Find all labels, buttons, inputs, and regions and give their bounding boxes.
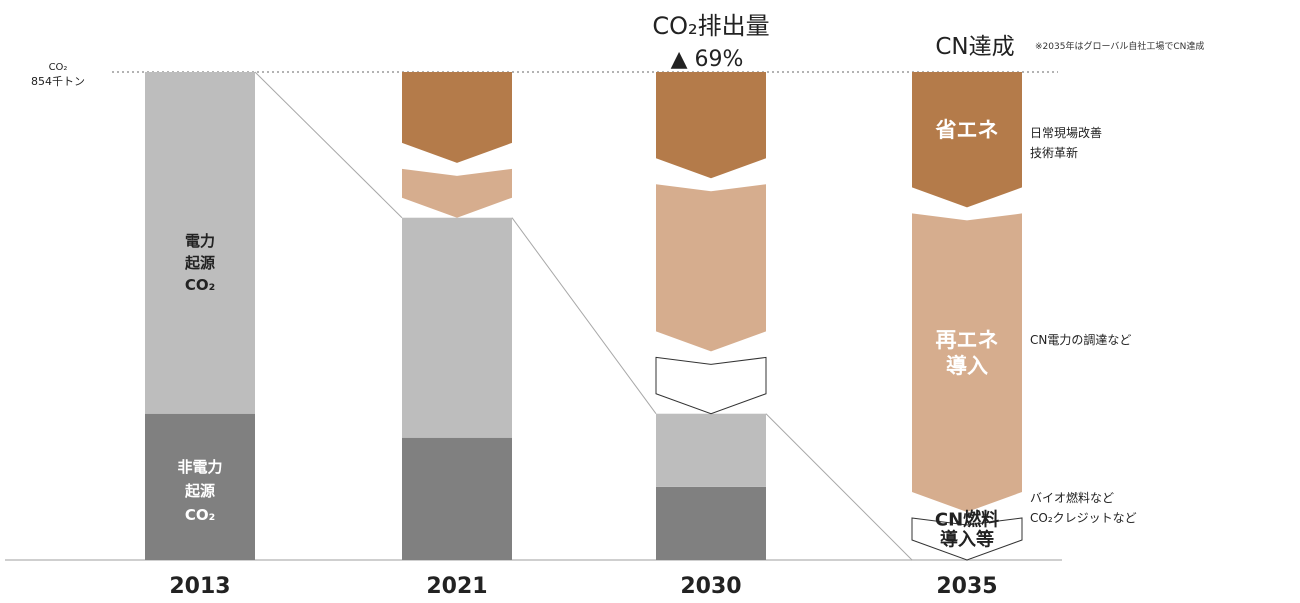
annotation-reduction-percent: ▲ 69% [671, 47, 744, 72]
reduction-cn_fuel-2030 [656, 357, 766, 413]
bar-label-electric-2: 起源 [184, 254, 215, 272]
x-tick-label-2035: 2035 [936, 574, 997, 599]
bar-label-electric-3: CO₂ [185, 276, 215, 294]
note-energy-saving-1: 日常現場改善 [1030, 125, 1102, 140]
bar-non-electric-2021 [402, 438, 512, 560]
baseline-label-co2: CO₂ [49, 62, 68, 73]
reduction-label-cn_fuel-1: CN燃料 [935, 508, 999, 530]
bar-label-non-electric-3: CO₂ [185, 506, 215, 524]
reduction-label-cn_fuel-2: 導入等 [940, 528, 994, 550]
bar-electric-2021 [402, 218, 512, 438]
reduction-label-renewable-1: 再エネ [936, 328, 999, 352]
x-tick-label-2021: 2021 [426, 574, 487, 599]
bar-label-electric-1: 電力 [185, 232, 215, 250]
bar-electric-2030 [656, 414, 766, 487]
reduction-energy_saving-2021 [402, 72, 512, 163]
note-renewable: CN電力の調達など [1030, 333, 1131, 347]
reduction-label-renewable-2: 導入 [946, 354, 988, 378]
bar-label-non-electric-2: 起源 [184, 482, 215, 500]
note-fuel-2: CO₂クレジットなど [1030, 511, 1137, 525]
annotation-cn-note: ※2035年はグローバル自社工場でCN達成 [1035, 40, 1204, 52]
x-tick-label-2030: 2030 [680, 574, 741, 599]
note-fuel-1: バイオ燃料など [1030, 490, 1114, 505]
baseline-label-value: 854千トン [31, 75, 85, 88]
reduction-renewable-2021 [402, 169, 512, 218]
trend-guide-line-1 [255, 72, 402, 218]
annotation-cn-achieved: CN達成 [935, 34, 1014, 60]
x-tick-label-2013: 2013 [169, 574, 230, 599]
reduction-renewable-2030 [656, 184, 766, 351]
annotation-co2-emissions: CO₂排出量 [652, 12, 769, 40]
trend-guide-line-3 [766, 414, 912, 560]
reduction-energy_saving-2030 [656, 72, 766, 178]
bar-non-electric-2030 [656, 487, 766, 560]
trend-guide-line-2 [512, 218, 656, 414]
note-energy-saving-2: 技術革新 [1030, 145, 1078, 160]
bar-label-non-electric-1: 非電力 [177, 458, 222, 476]
reduction-label-energy_saving-1: 省エネ [935, 118, 999, 142]
